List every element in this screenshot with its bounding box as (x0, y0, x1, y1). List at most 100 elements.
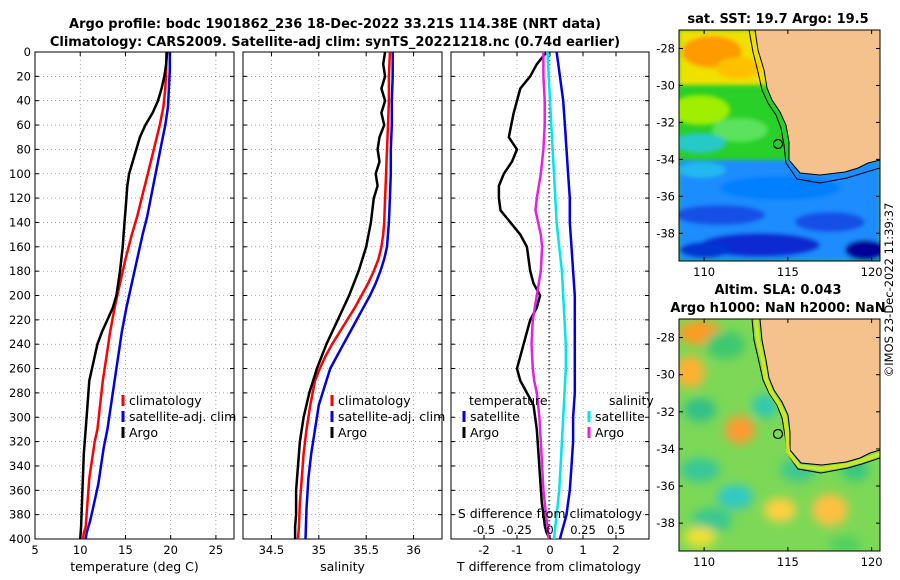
legend-t-argo: Argo (470, 425, 499, 440)
legend-s-satellite: satellite (595, 409, 645, 424)
depth-tick-label: 180 (9, 264, 31, 278)
depth-tick-label: 340 (9, 459, 31, 473)
difference-series (497, 51, 577, 540)
s-diff-tick-label: -0.25 (502, 523, 532, 537)
figure-title-line2: Climatology: CARS2009. Satellite-adj cli… (50, 35, 620, 50)
depth-tick-label: 80 (16, 142, 31, 156)
map-lat-label: -32 (656, 115, 675, 129)
series-argo (293, 51, 387, 539)
legend-argo: Argo (338, 425, 367, 440)
legend-climatology: climatology (338, 393, 411, 408)
salinity-axis-label: salinity (320, 559, 365, 574)
depth-axis: 0 20 40 60 80 100 120 140 160 180 200 220 240 260 280 3… (9, 45, 234, 546)
legend-satellite-adj: satellite-adj. clim (338, 409, 445, 424)
s-diff-tick-label: 0 (546, 523, 553, 537)
x-tick-label: 34.5 (259, 543, 285, 557)
temperature-panel: 0 20 40 60 80 100 120 140 160 180 200 220 240 260 280 3… (9, 45, 236, 574)
map-lat-label: -34 (656, 152, 675, 166)
x-tick-label: 0 (546, 543, 553, 557)
temperature-plot-frame (34, 51, 235, 540)
depth-tick-label: 300 (9, 410, 31, 424)
map-lat-label: -32 (656, 405, 675, 419)
difference-panel: -2 -1 0 1 2 -0.5 -0.25 0 0.25 0.5 S difference f… (450, 51, 654, 574)
legend-argo: Argo (129, 425, 158, 440)
salinity-series (293, 51, 394, 540)
series-satellite-adj-clim (84, 52, 172, 540)
difference-legend: temperature satellite Argo salinity sate… (462, 393, 654, 440)
depth-tick-label: 380 (9, 508, 31, 522)
s-diff-tick-label: 0.5 (607, 523, 625, 537)
depth-tick-label: 260 (9, 362, 31, 376)
x-tick-label: 35.5 (353, 543, 379, 557)
map-lat-label: -28 (656, 331, 675, 345)
sst-map-ticks: 110 115 120 -28 -30 -32 -34 -36 -38 (656, 30, 883, 279)
sla-map-title-line2: Argo h1000: NaN h2000: NaN (670, 301, 885, 316)
sst-land-mass (754, 30, 880, 176)
depth-tick-label: 20 (16, 69, 31, 83)
legend-satellite-adj: satellite-adj. clim (129, 409, 236, 424)
sla-anomaly-field (679, 321, 869, 551)
difference-depth-ticks (451, 51, 649, 540)
sla-map: 110 115 120 -28 -30 -32 -34 -36 -38 (656, 318, 883, 569)
map-lat-label: -30 (656, 368, 675, 382)
series-climatology (296, 51, 392, 540)
legend-temperature-title: temperature (469, 393, 548, 408)
series-t-argo (497, 51, 552, 540)
map-lat-label: -28 (656, 41, 675, 55)
salinity-panel: 34.5 35 35.5 36 salinity climatology satell… (242, 51, 445, 574)
series-s-argo (530, 52, 550, 540)
sst-map-title: sat. SST: 19.7 Argo: 19.5 (687, 12, 868, 27)
sla-land-mass (759, 319, 880, 466)
sst-map: 110 115 120 -28 -30 -32 -34 -36 -38 (656, 29, 883, 279)
t-difference-axis-label: T difference from climatology (456, 559, 642, 574)
figure-title-line1: Argo profile: bodc 1901862_236 18-Dec-20… (69, 17, 601, 32)
s-difference-axis-ticks: -0.5 -0.25 0 0.25 0.5 (473, 523, 625, 537)
s-diff-tick-label: 0.25 (570, 523, 596, 537)
series-argo (78, 51, 169, 540)
temperature-legend: climatology satellite-adj. clim Argo (121, 393, 236, 440)
x-tick-label: 25 (209, 543, 224, 557)
salinity-plot-frame (242, 51, 443, 540)
x-tick-label: 5 (31, 543, 38, 557)
map-lon-label: 115 (777, 555, 799, 569)
depth-tick-label: 140 (9, 215, 31, 229)
depth-tick-label: 280 (9, 386, 31, 400)
sla-isobath (751, 319, 880, 474)
sla-argo-position-marker (772, 428, 784, 440)
sla-map-title-line1: Altim. SLA: 0.043 (715, 283, 842, 298)
map-lat-label: -38 (656, 516, 675, 530)
s-diff-tick-label: -0.5 (473, 523, 495, 537)
legend-salinity-title: salinity (609, 393, 654, 408)
series-s-satellite (546, 51, 568, 540)
depth-tick-label: 360 (9, 483, 31, 497)
legend-climatology: climatology (129, 393, 202, 408)
map-lon-label: 120 (861, 265, 883, 279)
t-difference-axis-ticks: -2 -1 0 1 2 (478, 52, 620, 557)
x-tick-label: 36 (406, 543, 421, 557)
map-lon-label: 110 (693, 265, 715, 279)
x-tick-label: 35 (311, 543, 326, 557)
map-lat-label: -36 (656, 189, 675, 203)
temperature-series (78, 51, 172, 540)
map-lat-label: -34 (656, 442, 675, 456)
x-tick-label: -2 (478, 543, 489, 557)
map-lon-label: 110 (693, 555, 715, 569)
s-difference-axis-label: S difference from climatology (458, 506, 643, 521)
salinity-legend: climatology satellite-adj. clim Argo (330, 393, 445, 440)
difference-grid (451, 52, 649, 539)
series-satellite-adj-clim (304, 52, 394, 540)
sla-map-ticks: 110 115 120 -28 -30 -32 -34 -36 -38 (656, 319, 883, 569)
depth-tick-label: 60 (16, 118, 31, 132)
sst-map-frame (678, 29, 881, 262)
salinity-axis-ticks: 34.5 35 35.5 36 (259, 52, 421, 557)
depth-tick-label: 400 (9, 532, 31, 546)
x-tick-label: 2 (612, 543, 619, 557)
map-lon-label: 115 (777, 265, 799, 279)
temperature-axis-ticks: 5 10 15 20 25 (31, 52, 223, 557)
salinity-depth-ticks (243, 51, 442, 540)
imos-watermark: ©IMOS 23-Dec-2022 11:39:37 (882, 203, 896, 378)
x-tick-label: 20 (163, 543, 178, 557)
series-climatology (81, 52, 168, 540)
depth-tick-label: 100 (9, 167, 31, 181)
